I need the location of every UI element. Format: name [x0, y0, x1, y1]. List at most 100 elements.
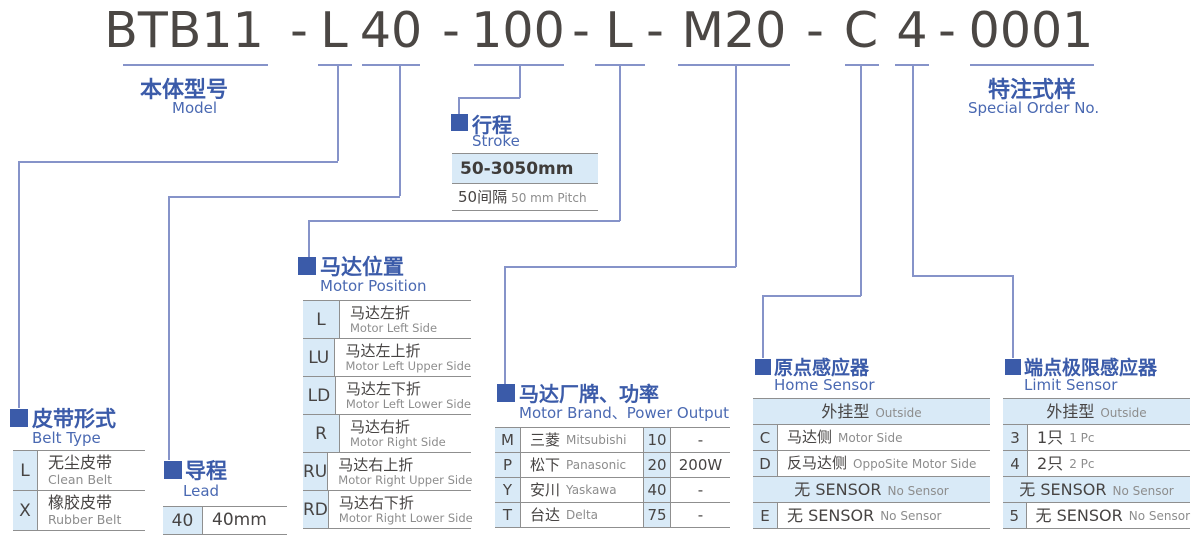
power-value: - [697, 506, 704, 524]
option-en: No Sensor [1128, 508, 1190, 523]
option-desc: 马达左下折 Motor Left Lower Side [336, 377, 471, 414]
special-order-label-en: Special Order No. [968, 99, 1100, 117]
connector-home-sensor-h [762, 295, 861, 297]
belt-type-title-en: Belt Type [32, 429, 101, 447]
power-code: 40 [643, 478, 671, 502]
underline-motor-brand [678, 64, 790, 66]
power-code: 75 [643, 503, 671, 527]
stroke-title-en: Stroke [472, 132, 520, 150]
option-zh: 1只 [1037, 428, 1064, 447]
option-zh: 无 SENSOR [1035, 506, 1123, 525]
stroke-range-row: 50-3050mm [452, 154, 598, 184]
table-row: 5 无 SENSOR No Sensor [1003, 503, 1190, 529]
option-code: X [13, 491, 38, 530]
brand-cell: 台达 Delta [521, 503, 643, 527]
stroke-bullet-icon [451, 114, 468, 131]
option-desc: 马达右上折 Motor Right Upper Side [328, 453, 472, 490]
option-code: P [495, 453, 521, 477]
option-code: RD [303, 491, 329, 528]
table-row: Y 安川 Yaskawa 40 - [495, 478, 730, 503]
table-row: E 无 SENSOR No Sensor [753, 503, 990, 529]
belt-type-table: L 无尘皮带 Clean Belt X 橡胶皮带 Rubber Belt [13, 450, 145, 531]
option-desc: 马达右折 Motor Right Side [340, 415, 471, 452]
option-code: L [303, 301, 340, 338]
table-row: LU 马达左上折 Motor Left Upper Side [303, 339, 471, 377]
table-row: 40 40mm [163, 507, 287, 535]
connector-belt-v2 [18, 161, 20, 408]
table-row: D 反马达侧 OppoSite Motor Side [753, 451, 990, 477]
connector-limit-sensor-v1 [912, 65, 914, 276]
home-sensor-title-zh: 原点感应器 [774, 357, 870, 379]
option-code: RU [303, 453, 329, 490]
group-zh: 无 SENSOR [1019, 480, 1107, 499]
table-row: L 马达左折 Motor Left Side [303, 301, 471, 339]
option-en: Motor Left Side [350, 320, 438, 335]
option-zh: 橡胶皮带 [48, 493, 113, 512]
option-zh: 2只 [1037, 454, 1064, 473]
motor-brand-title-en: Motor Brand、Power Output [519, 404, 730, 422]
model-code-belt: L [320, 2, 348, 59]
table-row: 3 1只 1 Pc [1003, 425, 1190, 451]
stroke-title-zh: 行程 [472, 113, 512, 137]
motor-brand-title-zh: 马达厂牌、功率 [519, 382, 659, 406]
option-zh: 无尘皮带 [48, 453, 113, 472]
option-en: Clean Belt [48, 472, 113, 487]
model-code-stroke: 100 [471, 2, 565, 59]
lead-bullet-icon [164, 461, 182, 479]
model-code-motor-brand: M20 [681, 2, 787, 59]
option-en: Motor Right Lower Side [338, 510, 473, 525]
table-row: 4 2只 2 Pc [1003, 451, 1190, 477]
brand-zh: 安川 [530, 480, 561, 499]
connector-motor-brand-h [504, 266, 736, 268]
option-desc: 无尘皮带 Clean Belt [38, 451, 145, 490]
group-en: Outside [875, 406, 922, 420]
underline-belt [318, 64, 352, 66]
option-code: D [753, 451, 778, 476]
limit-sensor-table: 外挂型 Outside 3 1只 1 Pc 4 2只 2 Pc 无 SENSOR… [1003, 398, 1190, 529]
table-row: T 台达 Delta 75 - [495, 503, 730, 528]
connector-belt-h [18, 161, 338, 163]
limit-sensor-bullet-icon [1005, 359, 1021, 375]
option-zh: 马达左折 [350, 303, 411, 322]
connector-limit-sensor-h [912, 275, 1013, 277]
table-row: RU 马达右上折 Motor Right Upper Side [303, 453, 472, 491]
option-en: Motor Right Side [350, 434, 446, 449]
lead-title-en: Lead [183, 482, 220, 500]
connector-limit-sensor-v2 [1012, 275, 1014, 358]
option-desc: 马达左折 Motor Left Side [340, 301, 471, 338]
connector-lead-h [168, 196, 400, 198]
option-zh: 反马达侧 [787, 454, 848, 472]
table-row: R 马达右折 Motor Right Side [303, 415, 471, 453]
model-code-lead: 40 [359, 2, 423, 59]
option-zh: 马达右上折 [338, 455, 414, 474]
power-code: 20 [643, 453, 671, 477]
power-value: - [697, 481, 704, 499]
motor-position-bullet-icon [298, 257, 316, 275]
group-en: No Sensor [1112, 484, 1174, 498]
home-sensor-bullet-icon [755, 359, 771, 375]
connector-motor-brand-v2 [504, 266, 506, 384]
underline-special-order [970, 64, 1094, 66]
model-code-dash: - [442, 2, 460, 59]
sensor-group-header: 外挂型 Outside [1003, 399, 1190, 425]
option-code: 5 [1003, 503, 1027, 528]
option-desc: 马达侧 Motor Side [778, 425, 990, 450]
option-desc: 马达右下折 Motor Right Lower Side [329, 491, 473, 528]
belt-type-bullet-icon [10, 409, 28, 427]
motor-position-table: L 马达左折 Motor Left Side LU 马达左上折 Motor Le… [303, 300, 473, 529]
stroke-pitch-row: 50间隔 50 mm Pitch [452, 184, 598, 211]
model-code-dash: - [646, 2, 664, 59]
sensor-group-header: 无 SENSOR No Sensor [1003, 477, 1190, 503]
power-value: 200W [678, 456, 723, 474]
option-desc: 马达左上折 Motor Left Upper Side [335, 339, 471, 376]
stroke-table: 50-3050mm 50间隔 50 mm Pitch [452, 153, 598, 211]
option-desc: 反马达侧 OppoSite Motor Side [778, 451, 990, 476]
connector-lead-v2 [168, 196, 170, 460]
limit-sensor-title-en: Limit Sensor [1024, 376, 1118, 394]
brand-zh: 松下 [530, 455, 561, 474]
home-sensor-table: 外挂型 Outside C 马达侧 Motor Side D 反马达侧 Oppo… [753, 398, 990, 529]
connector-motor-position-v1 [619, 65, 621, 221]
option-en: Motor Left Lower Side [345, 396, 471, 411]
home-sensor-title-en: Home Sensor [774, 376, 875, 394]
brand-zh: 台达 [530, 505, 561, 524]
